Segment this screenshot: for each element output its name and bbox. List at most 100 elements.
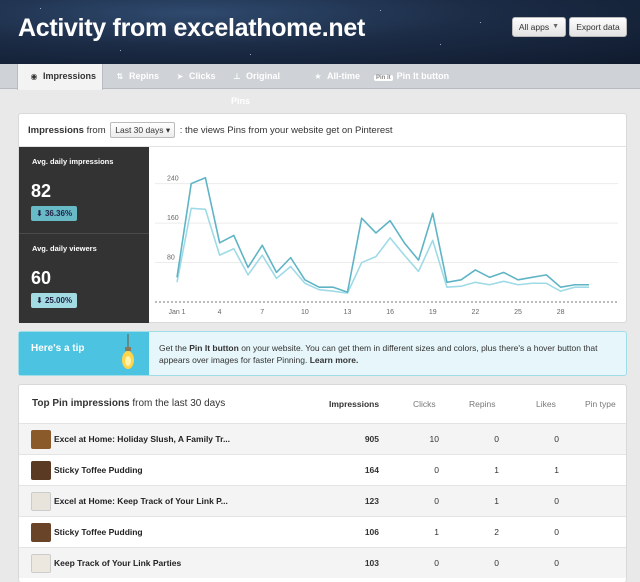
lightbulb-icon (122, 334, 134, 369)
from-label: from (86, 125, 106, 136)
column-header-likes[interactable]: Likes (536, 399, 556, 409)
tip-banner: Here's a tip Get the Pin It button on yo… (18, 331, 627, 376)
pin-thumbnail[interactable] (31, 523, 51, 542)
pin-title[interactable]: Sticky Toffee Pudding (54, 527, 143, 537)
tip-text-part: Get the (159, 343, 190, 353)
all-apps-dropdown[interactable]: All apps ▼ (512, 17, 566, 37)
page-title: Activity from excelathome.net (18, 14, 365, 42)
page-header: Activity from excelathome.net All apps ▼… (0, 0, 640, 64)
repins-value: 1 (494, 465, 499, 475)
tip-title: Here's a tip (31, 343, 85, 354)
impressions-card: Impressions from Last 30 days ▾ : the vi… (18, 113, 627, 323)
tab-repins[interactable]: ⇅ Repins (104, 64, 164, 89)
x-tick-label: 25 (514, 309, 522, 316)
x-tick-label: 7 (260, 309, 264, 316)
star-decoration (250, 54, 251, 55)
clicks-value: 0 (434, 465, 439, 475)
top-pins-header: Top Pin impressions from the last 30 day… (19, 385, 626, 423)
stat-label: Avg. daily impressions (32, 157, 114, 166)
all-apps-label: All apps (518, 22, 550, 32)
series-line-viewers (176, 207, 589, 294)
tab-label: Pin It button (396, 71, 450, 81)
tab-original-pins[interactable]: ⊥ Original Pins (221, 64, 301, 106)
pin-icon: ⊥ (233, 72, 241, 81)
x-tick-label: 4 (218, 309, 222, 316)
impressions-value: 106 (364, 527, 379, 537)
table-row[interactable]: Keep Track of Your Link Parties 103 0 0 … (19, 547, 626, 578)
clicks-value: 0 (434, 496, 439, 506)
pin-title[interactable]: Keep Track of Your Link Parties (54, 558, 182, 568)
tip-title-panel: Here's a tip (19, 332, 149, 375)
tab-label: Clicks (189, 71, 216, 81)
y-tick-label: 80 (167, 255, 175, 262)
change-value: 25.00% (44, 296, 73, 305)
date-range-select[interactable]: Last 30 days ▾ (110, 122, 176, 139)
pin-title[interactable]: Excel at Home: Holiday Slush, A Family T… (54, 434, 231, 444)
pin-thumbnail[interactable] (31, 492, 51, 511)
export-data-button[interactable]: Export data (569, 17, 627, 37)
tip-text: Get the Pin It button on your website. Y… (159, 342, 619, 366)
star-decoration (440, 44, 441, 45)
tab-label: All-time (327, 71, 361, 81)
down-arrow-icon: ⬇ (36, 209, 43, 218)
impressions-value: 164 (364, 465, 379, 475)
repins-value: 0 (494, 434, 499, 444)
pin-title[interactable]: Sticky Toffee Pudding (54, 465, 143, 475)
x-tick-label: 13 (344, 309, 352, 316)
learn-more-link[interactable]: Learn more. (309, 355, 359, 365)
top-pins-subheading: from the last 30 days (132, 398, 226, 409)
tab-all-time[interactable]: ★ All-time (302, 64, 364, 89)
down-arrow-icon: ⬇ (36, 296, 43, 305)
pin-thumbnail[interactable] (31, 554, 51, 573)
impressions-header: Impressions from Last 30 days ▾ : the vi… (19, 114, 626, 147)
cursor-icon: ➤ (176, 72, 184, 81)
tab-clicks[interactable]: ➤ Clicks (164, 64, 221, 89)
stat-label: Avg. daily viewers (32, 244, 97, 253)
tab-pin-it-button[interactable]: Pin it Pin It button (364, 64, 464, 89)
repins-value: 1 (494, 496, 499, 506)
pin-thumbnail[interactable] (31, 461, 51, 480)
y-tick-label: 160 (167, 215, 179, 222)
table-row[interactable]: Excel at Home: Holiday Slush, A Family T… (19, 423, 626, 454)
repins-value: 0 (494, 558, 499, 568)
x-tick-label: 10 (301, 309, 309, 316)
impressions-value: 123 (364, 496, 379, 506)
series-line-impressions (176, 176, 589, 293)
impressions-line-chart[interactable]: 80 160 240 Jan 1 4 7 10 13 16 19 22 25 28 (149, 147, 626, 323)
tab-impressions[interactable]: ◉ Impressions (17, 64, 103, 90)
impressions-value: 103 (364, 558, 379, 568)
table-row[interactable]: Sticky Toffee Pudding 164 0 1 1 (19, 454, 626, 485)
star-icon: ★ (314, 72, 322, 81)
table-row[interactable]: Excel at Home: Keep Track of Your Link P… (19, 485, 626, 516)
table-row[interactable]: Sticky Toffee Pudding 106 1 2 0 (19, 516, 626, 547)
clicks-value: 10 (429, 434, 439, 444)
column-header-impressions[interactable]: Impressions (329, 399, 380, 409)
star-decoration (480, 22, 481, 23)
y-tick-label: 240 (167, 176, 179, 183)
star-decoration (40, 8, 41, 9)
column-header-clicks[interactable]: Clicks (413, 399, 436, 409)
impressions-description: : the views Pins from your website get o… (179, 125, 393, 136)
likes-value: 0 (554, 434, 559, 444)
repins-value: 2 (494, 527, 499, 537)
change-badge: ⬇ 36.36% (31, 206, 78, 221)
column-header-pin-type[interactable]: Pin type (585, 399, 616, 409)
likes-value: 1 (554, 465, 559, 475)
star-decoration (380, 10, 381, 11)
date-range-value: Last 30 days (115, 125, 164, 136)
top-pins-heading: Top Pin impressions (32, 398, 130, 409)
clicks-value: 0 (434, 558, 439, 568)
stat-value: 60 (31, 268, 52, 288)
clicks-value: 1 (434, 527, 439, 537)
impressions-value: 905 (364, 434, 379, 444)
tab-bar: ◉ Impressions ⇅ Repins ➤ Clicks ⊥ Original P… (0, 64, 640, 106)
star-decoration (120, 50, 121, 51)
pin-title[interactable]: Excel at Home: Keep Track of Your Link P… (54, 496, 228, 506)
x-tick-label: 28 (557, 309, 565, 316)
pinit-icon: Pin it (374, 75, 393, 81)
column-header-repins[interactable]: Repins (469, 399, 496, 409)
repin-icon: ⇅ (116, 72, 124, 81)
pin-it-link[interactable]: Pin It button (189, 343, 239, 353)
likes-value: 0 (554, 527, 559, 537)
pin-thumbnail[interactable] (31, 430, 51, 449)
